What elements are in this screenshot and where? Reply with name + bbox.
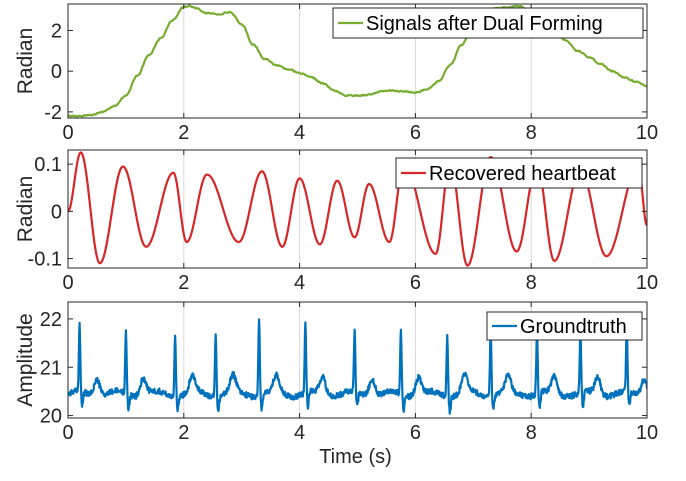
x-tick-label: 8 [526,422,537,444]
x-tick-label: 2 [178,272,189,294]
x-tick-label: 10 [636,272,658,294]
x-tick-label: 8 [526,272,537,294]
y-tick-label: 2 [51,20,62,42]
y-tick-label: 21 [40,357,62,379]
x-tick-label: 0 [62,122,73,144]
legend-label: Signals after Dual Forming [366,13,603,35]
x-tick-label: 10 [636,422,658,444]
y-tick-label: 20 [40,406,62,428]
y-axis-label: Radian [14,28,37,95]
x-tick-label: 4 [294,422,305,444]
x-tick-label: 10 [636,122,658,144]
y-tick-label: 0 [51,201,62,223]
legend-box [332,7,644,39]
x-tick-label: 6 [410,422,421,444]
legend: Signals after Dual Forming [332,7,644,39]
x-tick-label: 0 [62,272,73,294]
y-tick-label: 0.1 [34,154,62,176]
axes-frame [67,301,648,419]
legend: Recovered heartbeat [395,157,643,189]
x-tick-label: 6 [410,122,421,144]
y-tick-label: 22 [40,309,62,331]
y-tick-label: -2 [44,102,62,124]
x-tick-label: 6 [410,272,421,294]
y-tick-label: 0 [51,61,62,83]
x-tick-label: 4 [294,122,305,144]
legend: Groundtruth [486,311,643,341]
y-axis-label: Radian [14,176,37,243]
y-tick-label: -0.1 [28,249,62,271]
y-axis-label: Amplitude [14,313,37,406]
x-tick-label: 2 [178,122,189,144]
series-line [68,318,647,415]
axes-frame [67,3,648,119]
legend-label: Recovered heartbeat [429,163,616,185]
legend-label: Groundtruth [520,316,627,338]
x-tick-label: 2 [178,422,189,444]
legend-box [395,157,643,189]
axes-frame [67,149,648,269]
x-tick-label: 0 [62,422,73,444]
x-axis-label: Time (s) [319,446,392,468]
series-line [68,151,647,267]
x-tick-label: 8 [526,122,537,144]
x-tick-label: 4 [294,272,305,294]
